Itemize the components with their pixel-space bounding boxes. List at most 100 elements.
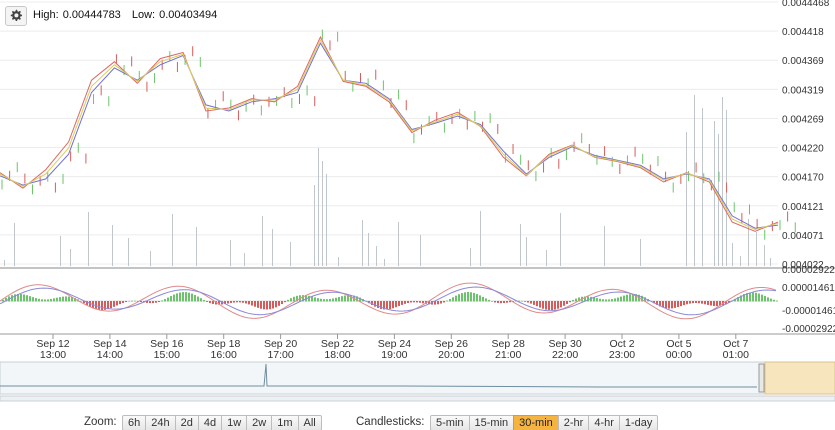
macd-histogram-bar xyxy=(263,301,265,310)
macd-histogram-bar xyxy=(506,301,508,303)
time-tick-time: 14:00 xyxy=(97,349,123,361)
candle-button-4-hr[interactable]: 4-hr xyxy=(588,415,620,430)
volume-bar xyxy=(420,235,421,266)
macd-histogram-bar xyxy=(119,301,121,305)
macd-histogram-bar xyxy=(359,297,361,302)
macd-histogram-bar xyxy=(404,301,406,304)
macd-histogram-bar xyxy=(341,296,343,302)
zoom-button-2w[interactable]: 2w xyxy=(246,415,273,430)
candle-button-1-day[interactable]: 1-day xyxy=(618,415,659,430)
zoom-button-all[interactable]: All xyxy=(297,415,322,430)
volume-bar xyxy=(722,97,723,266)
macd-histogram-bar xyxy=(32,297,34,302)
macd-histogram-bar xyxy=(146,301,148,303)
candle-button-5-min[interactable]: 5-min xyxy=(430,415,470,430)
chart-canvas[interactable]: 0.0044468 0.004418 0.004369 0.004319 0.00426… xyxy=(0,0,835,412)
macd-histogram-bar xyxy=(311,296,313,302)
candle-button-2-hr[interactable]: 2-hr xyxy=(557,415,590,430)
macd-histogram-bar xyxy=(689,301,691,304)
settings-button[interactable] xyxy=(5,6,27,26)
macd-histogram-bar xyxy=(176,293,178,302)
volume-bar xyxy=(322,161,323,266)
volume-bar xyxy=(376,246,377,266)
volume-bar xyxy=(362,220,363,266)
macd-histogram-bar xyxy=(671,301,673,309)
price-tick-label: 0.004121 xyxy=(782,202,824,213)
time-tick-date: Sep 22 xyxy=(321,338,354,350)
macd-histogram-bar xyxy=(110,301,112,309)
macd-histogram-bar xyxy=(302,295,304,302)
price-axis: 0.0044468 0.004418 0.004369 0.004319 0.00426… xyxy=(782,0,830,271)
macd-histogram-bar xyxy=(122,301,124,303)
macd-histogram-bar xyxy=(113,301,115,307)
macd-histogram-bar xyxy=(659,301,661,307)
price-tick-label: 0.004220 xyxy=(782,144,824,155)
high-label: High: xyxy=(33,9,59,21)
high-value: 0.00444783 xyxy=(62,9,121,21)
macd-histogram-bar xyxy=(251,301,253,306)
macd-histogram-bar xyxy=(257,301,259,308)
macd-histogram-bar xyxy=(470,292,472,302)
macd-histogram-bar xyxy=(554,301,556,310)
candle-button-15-min[interactable]: 15-min xyxy=(468,415,515,430)
macd-histogram-bar xyxy=(545,301,547,310)
macd-histogram-bar xyxy=(629,294,631,302)
macd-histogram-bar xyxy=(59,297,61,302)
volume-bar xyxy=(740,256,741,266)
macd-histogram-bar xyxy=(203,299,205,302)
macd-histogram-bar xyxy=(617,297,619,302)
macd-histogram-bar xyxy=(584,296,586,302)
zoom-button-1m[interactable]: 1m xyxy=(271,415,299,430)
macd-histogram-bar xyxy=(197,296,199,302)
zoom-button-2d[interactable]: 2d xyxy=(174,415,199,430)
macd-histogram-bar xyxy=(239,301,241,303)
macd-histogram-bar xyxy=(116,301,118,306)
zoom-button-6h[interactable]: 6h xyxy=(122,415,147,430)
macd-histogram-bar xyxy=(356,296,358,302)
time-tick-date: Sep 14 xyxy=(93,338,126,350)
macd-histogram-bar xyxy=(158,301,160,302)
macd-histogram-bar xyxy=(491,301,493,302)
macd-histogram-bar xyxy=(347,295,349,302)
macd-histogram-bar xyxy=(467,292,469,302)
time-tick-time: 19:00 xyxy=(381,349,407,361)
high-low-readout: High: 0.00444783 Low: 0.00403494 xyxy=(33,9,221,21)
macd-histogram-bar xyxy=(482,296,484,302)
macd-histogram-bar xyxy=(749,292,751,302)
volume-bar xyxy=(368,233,369,266)
volume-bar xyxy=(318,148,319,266)
macd-histogram-bar xyxy=(653,301,655,304)
volume-bar xyxy=(470,248,471,266)
macd-histogram-bar xyxy=(131,300,133,302)
macd-histogram-bar xyxy=(380,301,382,309)
macd-histogram-bar xyxy=(443,301,445,303)
macd-histogram-bar xyxy=(212,301,214,304)
macd-histogram-bar xyxy=(98,301,100,310)
macd-histogram-bar xyxy=(518,300,520,302)
zoom-button-4d[interactable]: 4d xyxy=(197,415,223,430)
price-tick-label: 0.004369 xyxy=(782,56,824,67)
zoom-button-24h[interactable]: 24h xyxy=(145,415,176,430)
macd-histogram-bar xyxy=(170,296,172,302)
macd-histogram-bar xyxy=(74,298,76,302)
macd-histogram-bar xyxy=(740,295,742,302)
macd-histogram-bar xyxy=(668,301,670,309)
macd-histogram-bar xyxy=(383,301,385,310)
macd-histogram-bar xyxy=(524,301,526,302)
candle-button-30-min[interactable]: 30-min xyxy=(513,415,559,430)
macd-histogram-bar xyxy=(200,298,202,302)
macd-histogram-bar xyxy=(590,296,592,302)
macd-histogram-bar xyxy=(743,294,745,302)
macd-histogram-bar xyxy=(5,297,7,302)
macd-histogram-bar xyxy=(473,292,475,302)
macd-histogram-bar xyxy=(323,299,325,302)
macd-histogram-bar xyxy=(44,299,46,302)
macd-histogram-bar xyxy=(152,301,154,304)
volume-bar xyxy=(686,132,687,266)
macd-histogram-bar xyxy=(485,298,487,302)
time-tick-time: 16:00 xyxy=(211,349,237,361)
zoom-button-1w[interactable]: 1w xyxy=(221,415,248,430)
macd-histogram-bar xyxy=(35,298,37,302)
navigator[interactable] xyxy=(0,361,835,402)
time-tick-time: 13:00 xyxy=(40,349,66,361)
